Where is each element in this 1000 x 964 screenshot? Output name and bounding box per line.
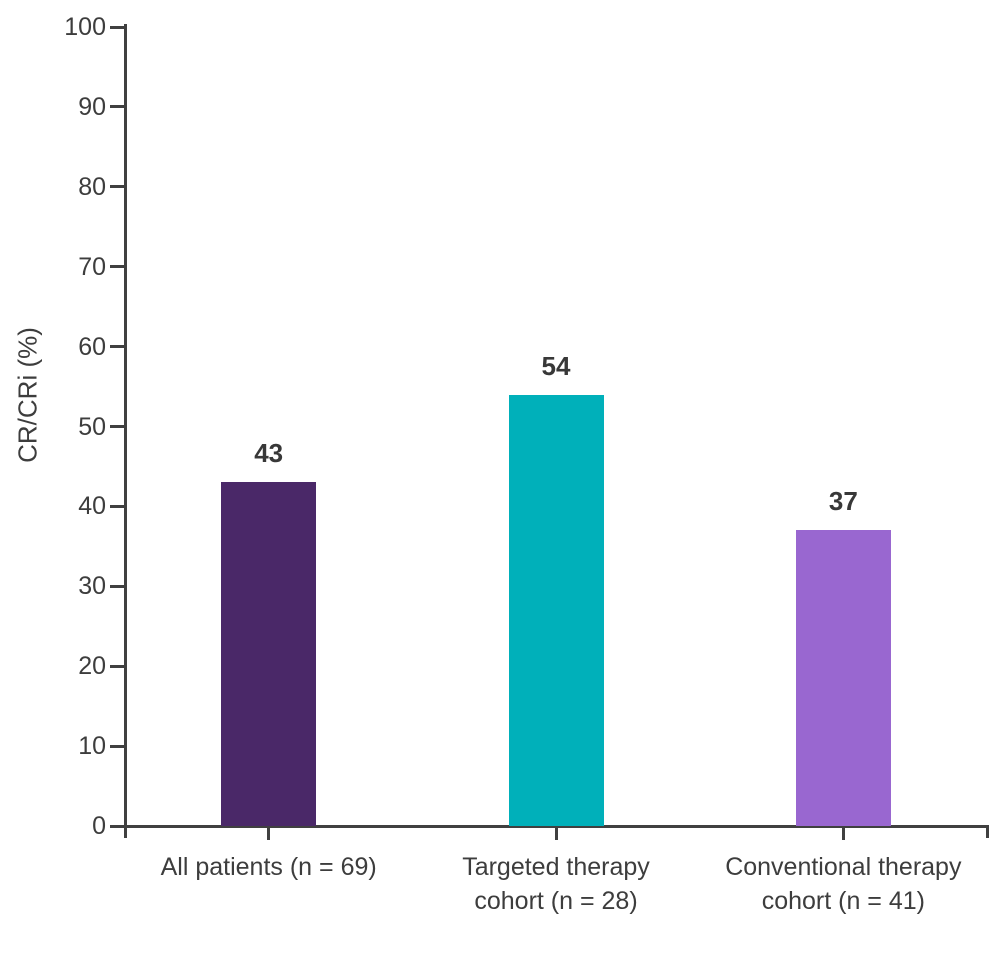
y-tick-label: 50 xyxy=(78,412,106,441)
y-tick-label: 100 xyxy=(64,13,106,41)
bar-value-label: 37 xyxy=(828,486,858,517)
y-tick-label: 30 xyxy=(78,572,106,601)
x-axis-line xyxy=(123,824,989,828)
y-tick-label: 80 xyxy=(78,172,106,201)
y-tick xyxy=(110,345,124,349)
y-tick xyxy=(110,25,124,29)
y-tick xyxy=(110,105,124,109)
y-tick xyxy=(110,744,124,748)
x-tick xyxy=(841,827,845,840)
y-tick xyxy=(110,824,124,828)
y-axis-line xyxy=(123,24,127,838)
bar-value-label: 43 xyxy=(254,438,284,469)
x-tick xyxy=(554,827,558,840)
x-axis-end-tick xyxy=(985,826,989,838)
y-tick xyxy=(110,265,124,269)
bar-value-label: 54 xyxy=(541,350,571,381)
x-tick xyxy=(267,827,271,840)
y-tick xyxy=(110,504,124,508)
y-tick-label: 70 xyxy=(78,252,106,281)
y-tick xyxy=(110,664,124,668)
bar xyxy=(221,482,317,826)
y-tick-label: 60 xyxy=(78,332,106,361)
y-tick xyxy=(110,425,124,428)
y-tick xyxy=(110,185,124,189)
bar xyxy=(795,530,891,826)
x-category-label: Targeted therapy cohort (n = 28) xyxy=(462,853,650,915)
x-category-label: Conventional therapy cohort (n = 41) xyxy=(725,853,962,915)
y-tick-label: 20 xyxy=(78,652,106,681)
bar xyxy=(508,394,604,826)
y-tick-label: 0 xyxy=(92,812,106,840)
y-tick-label: 10 xyxy=(78,732,106,761)
y-tick-label: 40 xyxy=(78,492,106,521)
x-category-label: All patients (n = 69) xyxy=(160,853,377,881)
y-tick-label: 90 xyxy=(78,92,106,121)
y-tick xyxy=(110,584,124,588)
